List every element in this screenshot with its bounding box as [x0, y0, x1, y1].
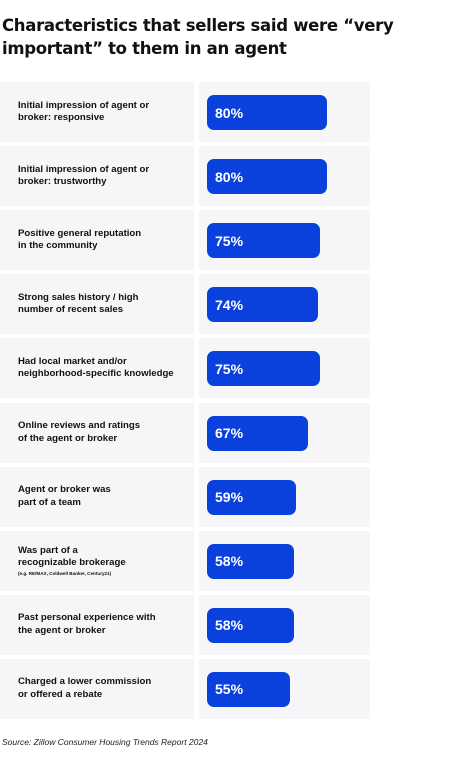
- chart-row: Strong sales history / high number of re…: [0, 274, 370, 335]
- category-note: (e.g. RE/MAX, Coldwell Banker, Century21…: [18, 570, 112, 576]
- category-label: Charged a lower commission or offered a …: [18, 676, 152, 700]
- bar-value-label: 58%: [215, 553, 244, 570]
- category-label: Was part of a recognizable brokerage: [18, 544, 126, 569]
- category-label-cell: Charged a lower commission or offered a …: [0, 658, 194, 719]
- bar-value-label: 80%: [215, 168, 244, 185]
- category-label: Strong sales history / high number of re…: [18, 291, 139, 316]
- bar-cell: 80%: [199, 82, 370, 142]
- bar-cell: 58%: [199, 594, 370, 655]
- category-label-cell: Had local market and/or neighborhood-spe…: [0, 338, 194, 399]
- category-label: Past personal experience with the agent …: [18, 612, 156, 636]
- chart-row: Past personal experience with the agent …: [0, 594, 370, 655]
- category-label-cell: Strong sales history / high number of re…: [0, 274, 194, 335]
- bar-value-label: 67%: [215, 425, 244, 441]
- category-label-cell: Positive general reputation in the commu…: [0, 210, 194, 271]
- bar: 58%: [207, 607, 294, 643]
- bar-cell: 75%: [199, 210, 370, 271]
- category-label: Had local market and/or neighborhood-spe…: [18, 355, 174, 380]
- bar-cell: 75%: [199, 338, 370, 399]
- category-label-cell: Initial impression of agent or broker: r…: [0, 82, 194, 142]
- chart-row: Positive general reputation in the commu…: [0, 210, 370, 271]
- bar-value-label: 74%: [215, 296, 244, 313]
- bar-cell: 67%: [199, 402, 370, 463]
- category-label-cell: Was part of a recognizable brokerage (e.g…: [0, 530, 194, 591]
- bar-cell: 58%: [199, 530, 370, 591]
- bar-value-label: 55%: [215, 681, 244, 698]
- bar-value-label: 80%: [215, 104, 244, 121]
- category-label-cell: Past personal experience with the agent …: [0, 594, 194, 655]
- category-label-cell: Agent or broker was part of a team: [0, 466, 194, 527]
- bar: 55%: [207, 671, 290, 707]
- chart-row: Online reviews and ratings of the agent …: [0, 402, 370, 463]
- category-label: Online reviews and ratings of the agent …: [18, 420, 141, 444]
- chart-title: Characteristics that sellers said were “…: [2, 16, 394, 58]
- source-note: Source: Zillow Consumer Housing Trends R…: [2, 737, 208, 747]
- chart-row: Agent or broker was part of a team 59%: [0, 466, 370, 527]
- category-label: Initial impression of agent or broker: r…: [18, 99, 150, 124]
- bar: 74%: [207, 287, 318, 323]
- category-label: Positive general reputation in the commu…: [18, 227, 142, 252]
- bar-cell: 74%: [199, 274, 370, 335]
- bar-value-label: 75%: [215, 232, 244, 249]
- chart-row: Initial impression of agent or broker: r…: [0, 82, 370, 142]
- category-label-cell: Online reviews and ratings of the agent …: [0, 402, 194, 463]
- chart-row: Initial impression of agent or broker: t…: [0, 146, 370, 207]
- bar-cell: 55%: [199, 658, 370, 719]
- chart-row: Had local market and/or neighborhood-spe…: [0, 338, 370, 399]
- bar: 80%: [207, 95, 327, 130]
- chart-row: Charged a lower commission or offered a …: [0, 658, 370, 719]
- bar-value-label: 59%: [215, 489, 244, 506]
- bar: 80%: [207, 159, 327, 195]
- bar-value-label: 75%: [215, 360, 244, 377]
- category-label-cell: Initial impression of agent or broker: t…: [0, 146, 194, 207]
- chart-row: Was part of a recognizable brokerage (e.g…: [0, 530, 370, 591]
- bar-value-label: 58%: [215, 617, 244, 634]
- bar: 75%: [207, 223, 320, 259]
- category-label: Agent or broker was part of a team: [18, 484, 111, 508]
- category-label: Initial impression of agent or broker: t…: [18, 163, 150, 188]
- bar: 58%: [207, 543, 294, 579]
- bar-cell: 59%: [199, 466, 370, 527]
- bar-cell: 80%: [199, 146, 370, 207]
- bar: 67%: [207, 415, 308, 451]
- bar: 59%: [207, 479, 296, 515]
- bar: 75%: [207, 351, 320, 387]
